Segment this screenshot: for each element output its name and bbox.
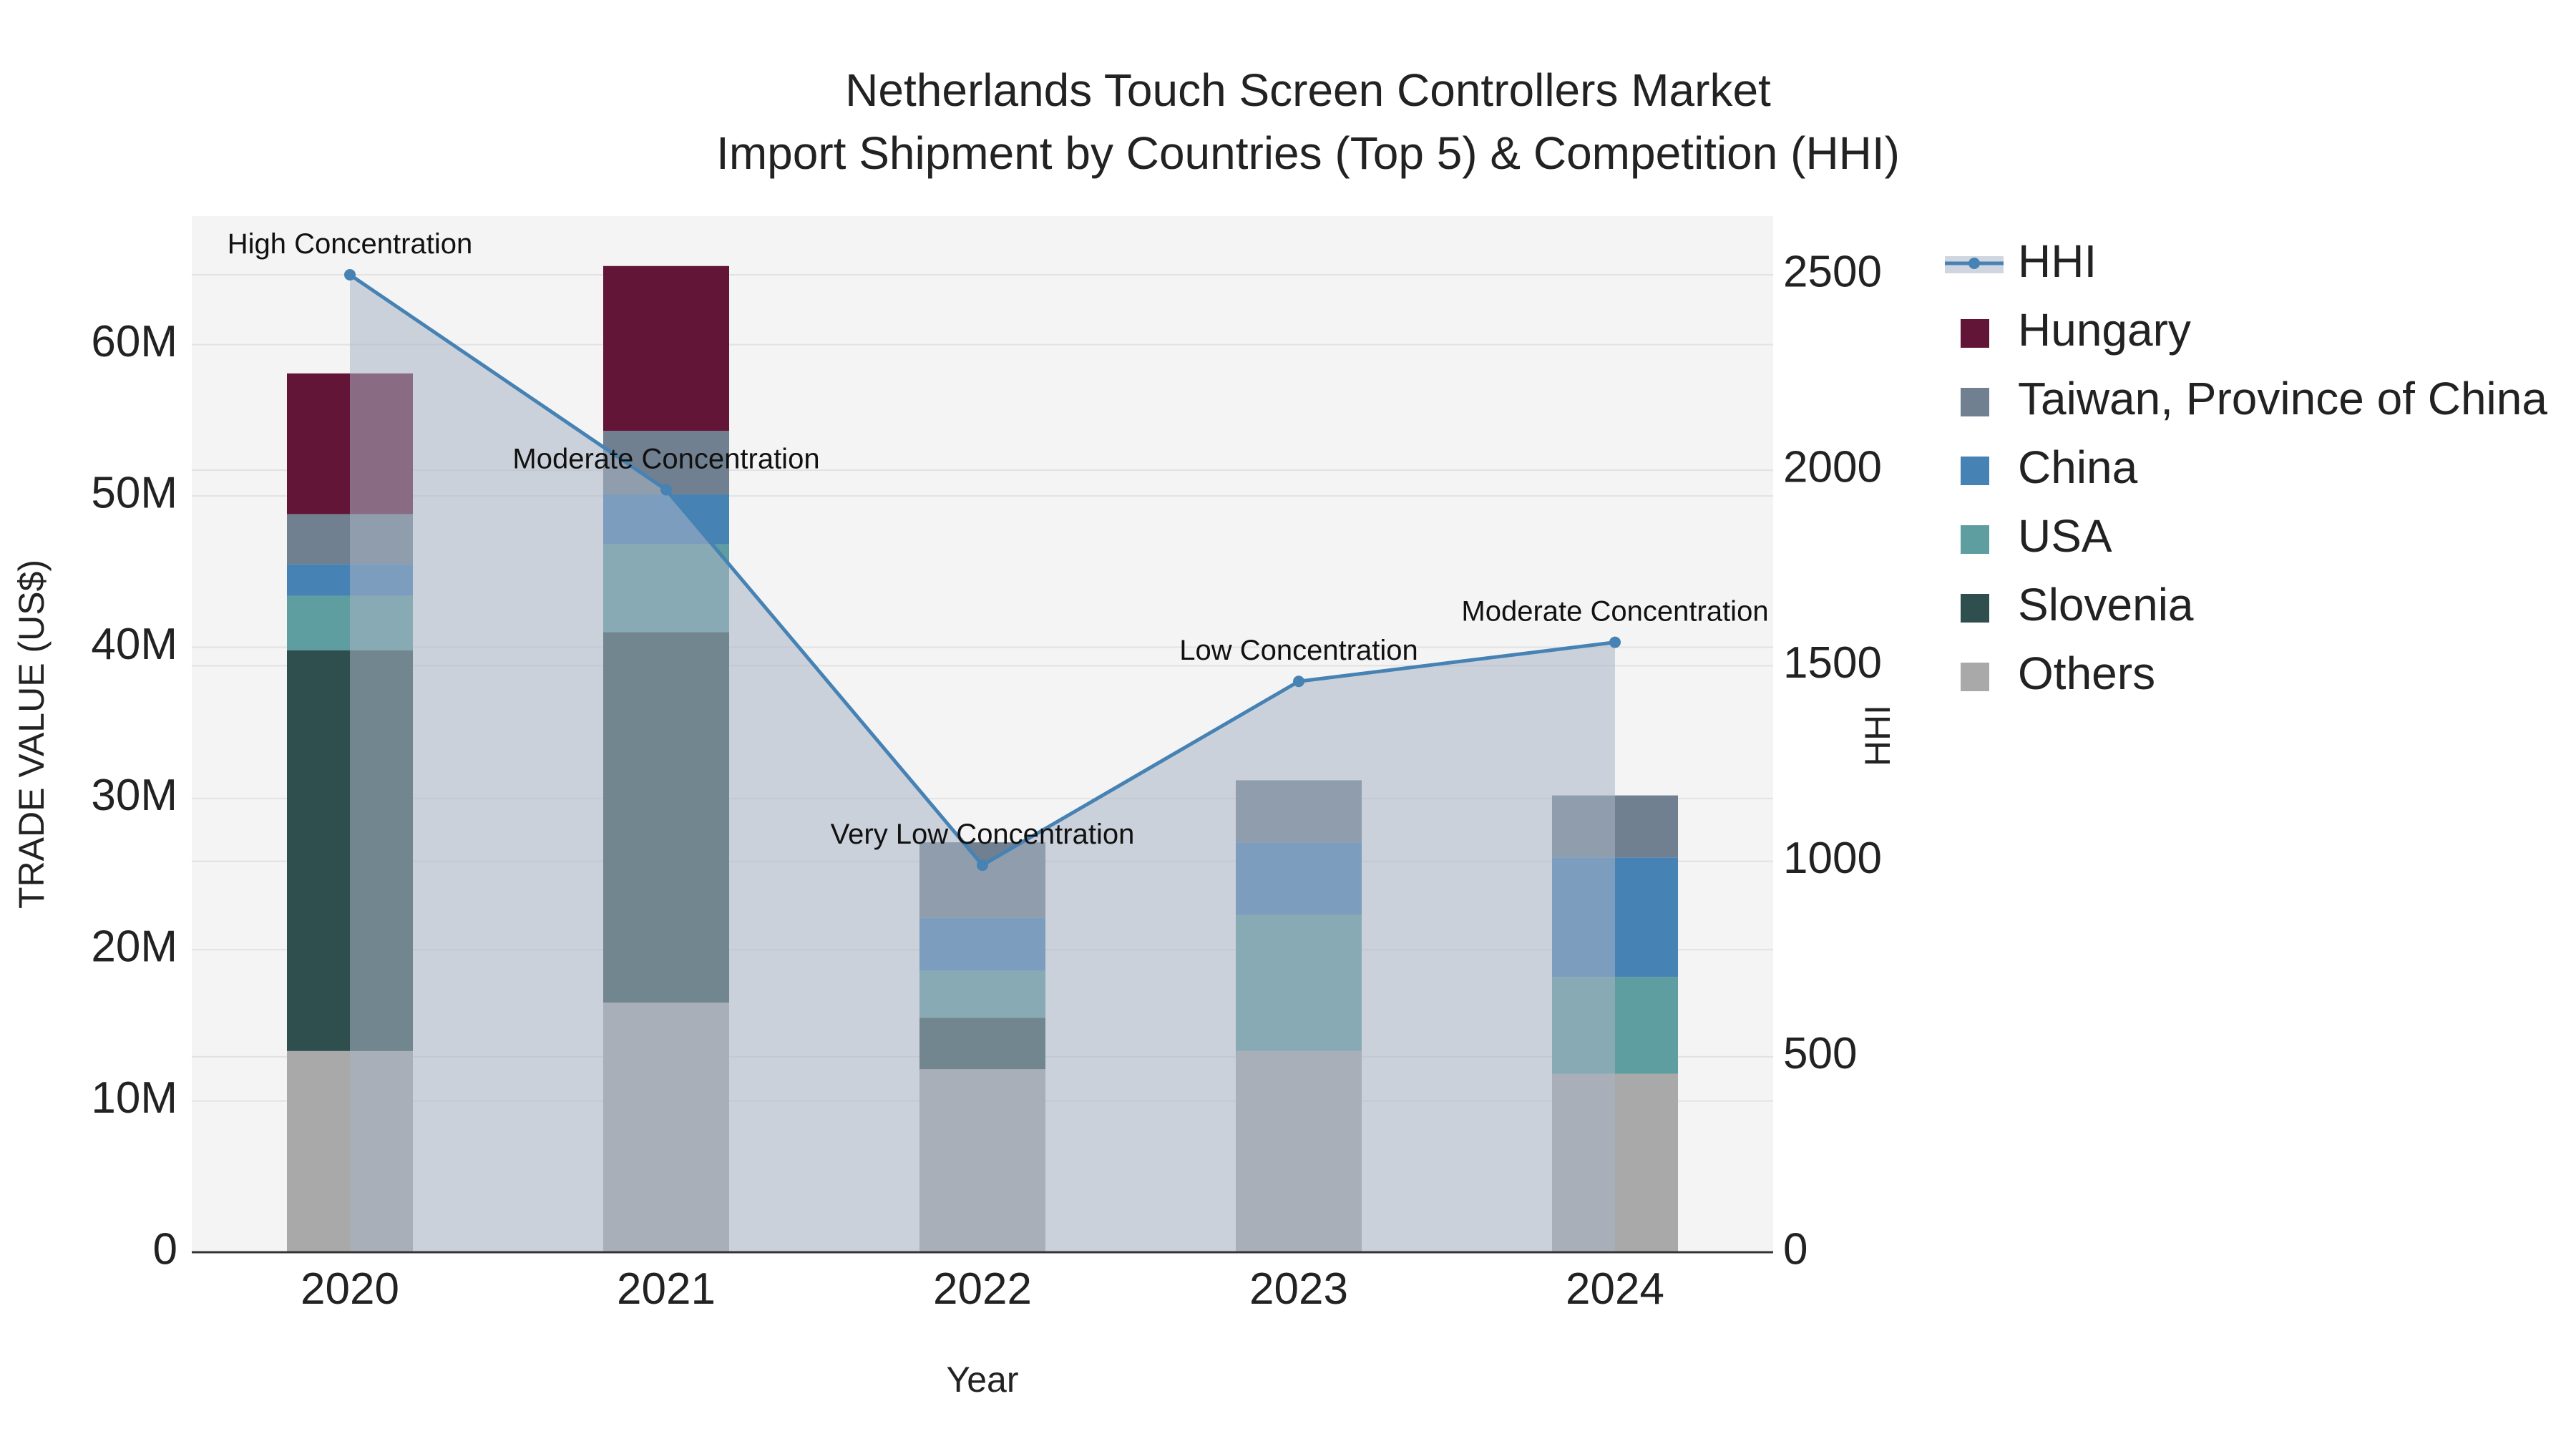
y-tick-label: 10M bbox=[91, 1073, 177, 1123]
y-tick-label: 50M bbox=[91, 468, 177, 517]
x-axis-title: Year bbox=[946, 1360, 1018, 1400]
y-tick-label: 30M bbox=[91, 771, 177, 820]
legend-swatch-slovenia bbox=[1961, 594, 1989, 623]
hhi-label-2020: High Concentration bbox=[228, 228, 472, 260]
legend-item-slovenia[interactable]: Slovenia bbox=[1961, 579, 2194, 630]
legend-label-hungary: Hungary bbox=[2018, 304, 2191, 356]
y2-tick-label: 500 bbox=[1783, 1029, 1857, 1078]
y2-tick-label: 2500 bbox=[1783, 247, 1882, 296]
legend-item-hhi[interactable]: HHI bbox=[1945, 235, 2097, 287]
x-tick-label-2024: 2024 bbox=[1566, 1264, 1664, 1314]
y2-tick-label: 0 bbox=[1783, 1224, 1807, 1274]
y2-axis-title: HHI bbox=[1858, 705, 1898, 766]
x-tick-label-2023: 2023 bbox=[1249, 1264, 1348, 1314]
legend-item-china[interactable]: China bbox=[1961, 441, 2138, 493]
hhi-point-2024 bbox=[1609, 636, 1621, 648]
chart-title: Netherlands Touch Screen Controllers Mar… bbox=[845, 64, 1771, 116]
legend-item-usa[interactable]: USA bbox=[1961, 510, 2112, 562]
legend-item-taiwan-province-of-china[interactable]: Taiwan, Province of China bbox=[1961, 373, 2547, 424]
hhi-area bbox=[350, 274, 1615, 1252]
y-tick-label: 0 bbox=[153, 1224, 177, 1274]
hhi-label-2023: Low Concentration bbox=[1179, 635, 1418, 666]
hhi-point-2021 bbox=[660, 484, 672, 496]
hhi-layer: High Concentration Moderate Concentration… bbox=[228, 228, 1769, 1252]
hhi-point-2020 bbox=[344, 268, 356, 280]
legend-swatch-taiwan-province-of-china bbox=[1961, 388, 1989, 416]
hhi-label-2021: Moderate Concentration bbox=[512, 443, 819, 474]
legend-label-others: Others bbox=[2018, 648, 2155, 699]
legend-label-china: China bbox=[2018, 441, 2138, 493]
y2-tick-label: 1000 bbox=[1783, 834, 1882, 883]
axis-layer: 0 10M 20M 30M 40M 50M 60M 0 500 1000 1500 2000 2500 2… bbox=[91, 247, 1882, 1314]
x-tick-label-2022: 2022 bbox=[933, 1264, 1032, 1314]
y2-tick-label: 2000 bbox=[1783, 443, 1882, 492]
legend-label-slovenia: Slovenia bbox=[2018, 579, 2194, 630]
legend-item-hungary[interactable]: Hungary bbox=[1961, 304, 2191, 356]
hhi-point-2022 bbox=[977, 859, 988, 872]
y-tick-label: 60M bbox=[91, 317, 177, 366]
legend-label-hhi: HHI bbox=[2018, 235, 2097, 287]
hhi-label-2022: Very Low Concentration bbox=[831, 819, 1135, 850]
y2-tick-label: 1500 bbox=[1783, 638, 1882, 688]
y-tick-label: 40M bbox=[91, 620, 177, 669]
legend-swatch-hungary bbox=[1961, 319, 1989, 348]
legend-swatch-others bbox=[1961, 663, 1989, 691]
chart-subtitle: Import Shipment by Countries (Top 5) & C… bbox=[716, 127, 1900, 179]
legend-item-others[interactable]: Others bbox=[1961, 648, 2155, 699]
x-tick-label-2020: 2020 bbox=[301, 1264, 399, 1314]
hhi-label-2024: Moderate Concentration bbox=[1461, 596, 1768, 628]
y-axis-title: TRADE VALUE (US$) bbox=[11, 560, 52, 909]
bar-hungary-2021 bbox=[603, 265, 729, 431]
legend-label-taiwan-province-of-china: Taiwan, Province of China bbox=[2018, 373, 2547, 424]
x-tick-label-2021: 2021 bbox=[617, 1264, 716, 1314]
legend-swatch-china bbox=[1961, 457, 1989, 485]
y-tick-label: 20M bbox=[91, 922, 177, 972]
legend-swatch-usa bbox=[1961, 525, 1989, 554]
hhi-point-2023 bbox=[1293, 675, 1304, 688]
legend: HHI Hungary Taiwan, Province of China China… bbox=[1945, 235, 2547, 699]
legend-swatch-hhi-marker bbox=[1968, 258, 1980, 269]
legend-label-usa: USA bbox=[2018, 510, 2112, 562]
